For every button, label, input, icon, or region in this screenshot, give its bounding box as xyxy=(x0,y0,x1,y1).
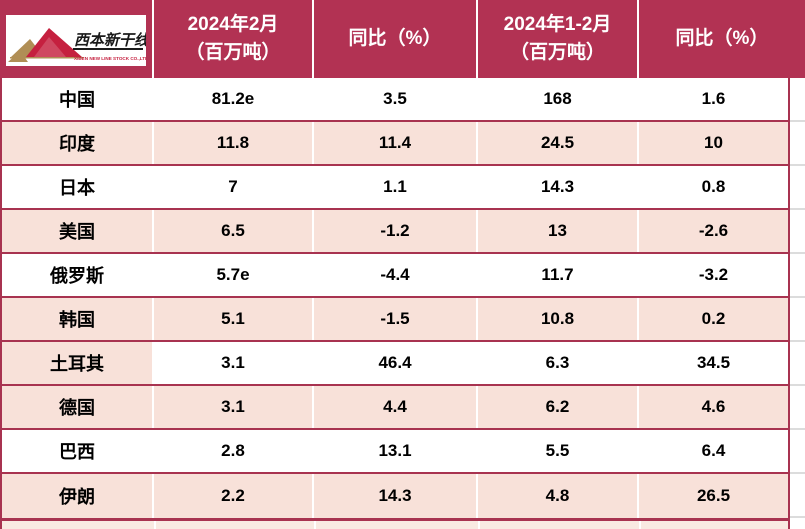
cell-feb: 7 xyxy=(152,166,312,208)
table-row: 土耳其 3.1 46.4 6.3 34.5 xyxy=(2,342,788,386)
cell-cum-yoy: 0.8 xyxy=(637,166,788,208)
table-bottom-border xyxy=(0,518,790,521)
cell-country: 中国 xyxy=(59,90,95,110)
clipped-cell xyxy=(154,521,314,529)
xiben-logo: 西本新干线 XIBEN NEW LINE STOCK CO.,LTD WWW.9… xyxy=(6,14,146,66)
cell-cum: 168 xyxy=(476,78,637,120)
cell-cum-yoy: -2.6 xyxy=(637,210,788,252)
spreadsheet-gutter xyxy=(790,78,805,529)
cell-feb: 3.1 xyxy=(152,342,312,384)
cell-feb-yoy: 11.4 xyxy=(312,122,476,164)
header-cum-yoy: 同比（%） xyxy=(637,0,805,78)
header-logo-cell: 西本新干线 XIBEN NEW LINE STOCK CO.,LTD WWW.9… xyxy=(0,0,152,78)
mountain-baseline xyxy=(10,56,84,58)
mountain-highlight xyxy=(34,36,66,57)
cell-feb: 6.5 xyxy=(152,210,312,252)
red-mountain-icon xyxy=(26,27,82,57)
table-row: 中国 81.2e 3.5 168 1.6 xyxy=(2,78,788,122)
cell-cum: 6.2 xyxy=(476,386,637,428)
cell-cum-yoy: 4.6 xyxy=(637,386,788,428)
cell-country: 巴西 xyxy=(59,442,95,462)
cell-cum: 13 xyxy=(476,210,637,252)
cell-feb: 5.7e xyxy=(152,254,312,296)
table-header-row: 西本新干线 XIBEN NEW LINE STOCK CO.,LTD WWW.9… xyxy=(0,0,805,78)
cell-cum-yoy: 1.6 xyxy=(637,78,788,120)
cell-feb: 3.1 xyxy=(152,386,312,428)
cell-feb-yoy: -1.5 xyxy=(312,298,476,340)
cell-country: 土耳其 xyxy=(2,342,152,384)
header-feb-line2: （百万吨） xyxy=(185,42,281,63)
cell-feb: 2.8 xyxy=(152,430,312,472)
header-feb-line1: 2024年2月 xyxy=(187,14,279,36)
table-row: 日本 7 1.1 14.3 0.8 xyxy=(2,166,788,210)
header-feb-yoy-label: 同比（%） xyxy=(348,28,442,50)
cell-cum: 6.3 xyxy=(476,342,637,384)
cell-cum: 10.8 xyxy=(476,298,637,340)
cell-feb-yoy: 3.5 xyxy=(312,78,476,120)
logo-underline xyxy=(73,47,143,50)
cell-feb-yoy: 14.3 xyxy=(312,474,476,518)
cell-cum: 4.8 xyxy=(476,474,637,518)
header-cum-line1: 2024年1-2月 xyxy=(503,14,612,36)
table-row: 美国 6.5 -1.2 13 -2.6 xyxy=(2,210,788,254)
table-row: 韩国 5.1 -1.5 10.8 0.2 xyxy=(2,298,788,342)
table-row: 德国 3.1 4.4 6.2 4.6 xyxy=(2,386,788,430)
logo-subtext: XIBEN NEW LINE STOCK CO.,LTD WWW.96369.N… xyxy=(74,56,146,61)
clipped-cell xyxy=(478,521,639,529)
small-gold-mountain-icon xyxy=(8,50,28,62)
header-cum-line2: （百万吨） xyxy=(509,42,605,63)
clipped-next-row xyxy=(0,521,790,529)
cell-cum-yoy: 6.4 xyxy=(637,430,788,472)
cell-cum: 24.5 xyxy=(476,122,637,164)
cell-feb-yoy: 4.4 xyxy=(312,386,476,428)
table-row: 伊朗 2.2 14.3 4.8 26.5 xyxy=(2,474,788,518)
cell-cum: 5.5 xyxy=(476,430,637,472)
cell-country: 美国 xyxy=(59,222,95,242)
cell-feb-yoy: -4.4 xyxy=(312,254,476,296)
cell-feb-yoy: 46.4 xyxy=(312,342,476,384)
cell-feb: 5.1 xyxy=(152,298,312,340)
cell-feb: 11.8 xyxy=(152,122,312,164)
cell-feb: 81.2e xyxy=(152,78,312,120)
table-row: 印度 11.8 11.4 24.5 10 xyxy=(2,122,788,166)
clipped-cell xyxy=(314,521,478,529)
logo-brand-text: 西本新干线 xyxy=(74,31,146,49)
table-row: 俄罗斯 5.7e -4.4 11.7 -3.2 xyxy=(2,254,788,298)
clipped-cell xyxy=(639,521,788,529)
cell-cum-yoy: 34.5 xyxy=(637,342,788,384)
header-cum-output: 2024年1-2月 （百万吨） xyxy=(476,0,637,78)
cell-country: 德国 xyxy=(59,398,95,418)
cell-country: 印度 xyxy=(59,134,95,154)
cell-country: 日本 xyxy=(59,178,95,198)
table-row: 巴西 2.8 13.1 5.5 6.4 xyxy=(2,430,788,474)
cell-country: 俄罗斯 xyxy=(50,266,104,286)
cell-feb-yoy: 13.1 xyxy=(312,430,476,472)
cell-cum-yoy: 26.5 xyxy=(637,474,788,518)
clipped-cell xyxy=(2,521,154,529)
header-feb-output: 2024年2月 （百万吨） xyxy=(152,0,312,78)
header-feb-yoy: 同比（%） xyxy=(312,0,476,78)
cell-feb: 2.2 xyxy=(152,474,312,518)
cell-country: 韩国 xyxy=(59,310,95,330)
cell-feb-yoy: -1.2 xyxy=(312,210,476,252)
header-cum-yoy-label: 同比（%） xyxy=(675,28,769,50)
cell-feb-yoy: 1.1 xyxy=(312,166,476,208)
cell-cum: 14.3 xyxy=(476,166,637,208)
cell-country: 伊朗 xyxy=(59,487,95,507)
cell-cum-yoy: 10 xyxy=(637,122,788,164)
cell-cum: 11.7 xyxy=(476,254,637,296)
table-body: 中国 81.2e 3.5 168 1.6 印度 11.8 11.4 24.5 1… xyxy=(0,78,790,518)
cell-cum-yoy: 0.2 xyxy=(637,298,788,340)
xiben-logo-graphic: 西本新干线 XIBEN NEW LINE STOCK CO.,LTD WWW.9… xyxy=(8,27,146,62)
cell-cum-yoy: -3.2 xyxy=(637,254,788,296)
